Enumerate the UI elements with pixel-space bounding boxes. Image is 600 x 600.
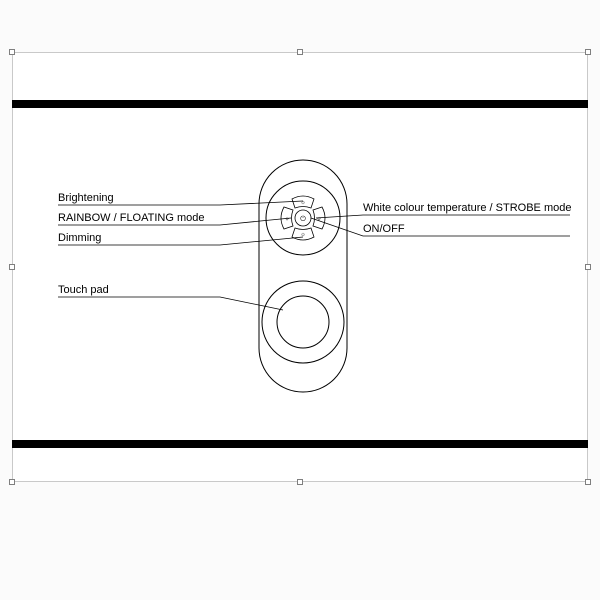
label-on-off: ON/OFF <box>363 223 405 235</box>
selection-handle <box>9 264 15 270</box>
selection-handle <box>9 479 15 485</box>
touchpad-inner <box>277 296 329 348</box>
diagram-svg: ⏻ ☼ ☼ ✧ ✧ <box>0 0 600 600</box>
selection-handle <box>9 49 15 55</box>
leader-lines-right <box>311 215 570 236</box>
selection-handle <box>585 49 591 55</box>
selection-handle <box>297 49 303 55</box>
bulb-icon-left: ✧ <box>284 216 289 223</box>
bulb-icon-right: ✧ <box>316 216 321 223</box>
selection-handle <box>585 264 591 270</box>
label-dimming: Dimming <box>58 232 101 244</box>
remote-outline <box>259 160 347 392</box>
selection-handle <box>585 479 591 485</box>
label-white-colour-temp: White colour temperature / STROBE mode <box>363 202 571 214</box>
label-brightening: Brightening <box>58 192 114 204</box>
top-bar <box>12 100 588 108</box>
label-rainbow-floating: RAINBOW / FLOATING mode <box>58 212 205 224</box>
power-icon: ⏻ <box>300 215 306 223</box>
label-touchpad: Touch pad <box>58 284 109 296</box>
bottom-bar <box>12 440 588 448</box>
selection-handle <box>297 479 303 485</box>
touchpad-outer <box>262 281 344 363</box>
